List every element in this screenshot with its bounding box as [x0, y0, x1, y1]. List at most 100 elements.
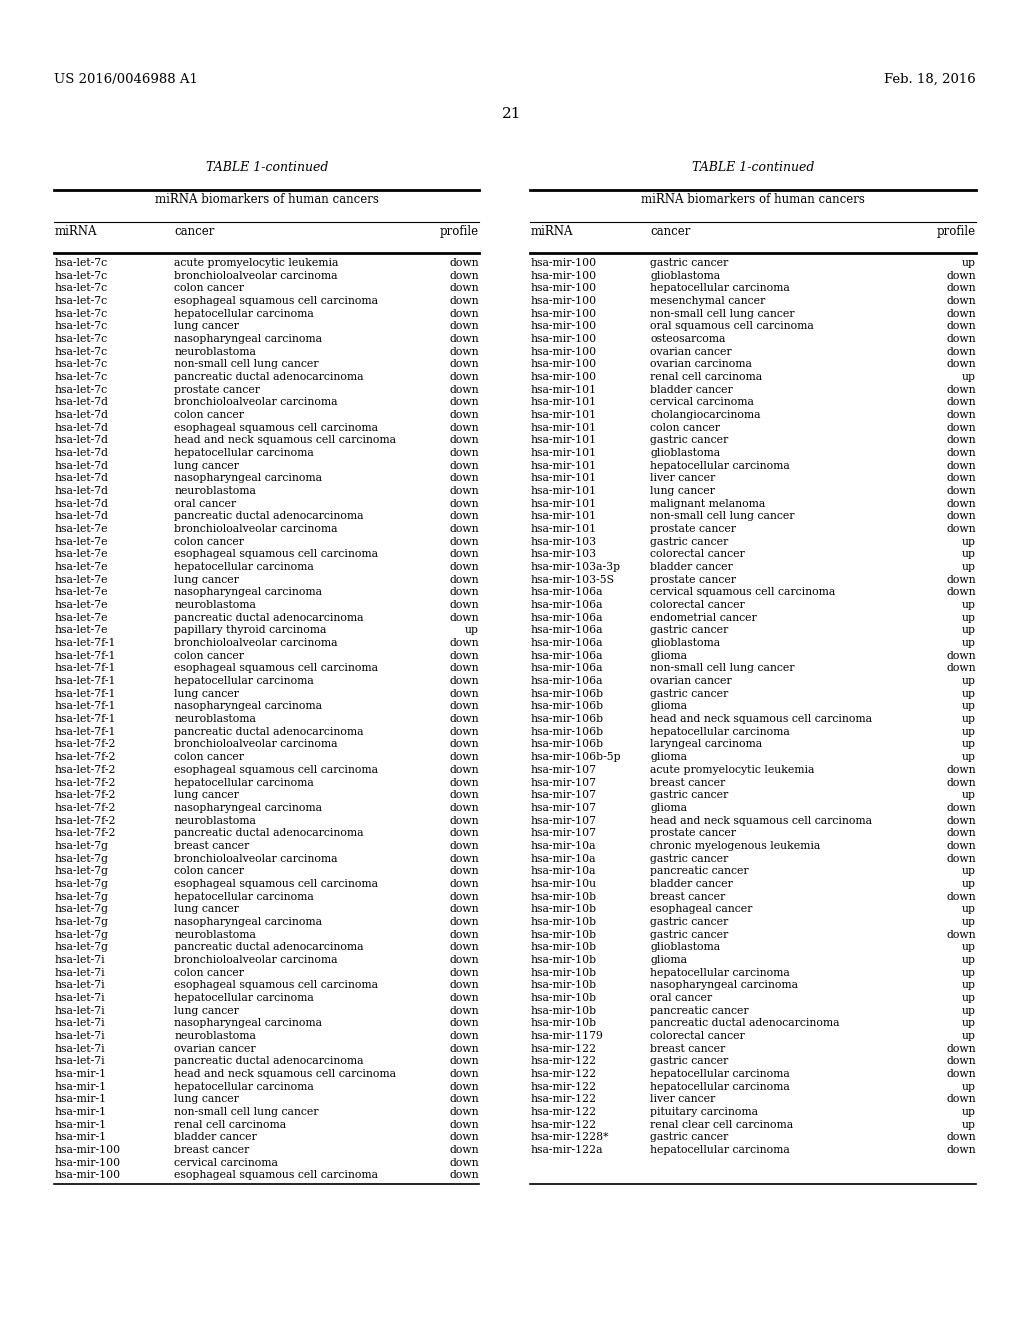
Text: hsa-mir-103a-3p: hsa-mir-103a-3p	[530, 562, 621, 572]
Text: hsa-mir-100: hsa-mir-100	[530, 271, 597, 281]
Text: hsa-let-7g: hsa-let-7g	[54, 942, 109, 952]
Text: pancreatic cancer: pancreatic cancer	[650, 866, 749, 876]
Text: colon cancer: colon cancer	[174, 537, 244, 546]
Text: glioblastoma: glioblastoma	[650, 638, 720, 648]
Text: hsa-let-7c: hsa-let-7c	[54, 347, 108, 356]
Text: chronic myelogenous leukemia: chronic myelogenous leukemia	[650, 841, 820, 851]
Text: up: up	[962, 372, 976, 381]
Text: up: up	[962, 689, 976, 698]
Text: down: down	[450, 549, 479, 560]
Text: down: down	[946, 664, 976, 673]
Text: lung cancer: lung cancer	[174, 791, 239, 800]
Text: down: down	[450, 942, 479, 952]
Text: head and neck squamous cell carcinoma: head and neck squamous cell carcinoma	[174, 1069, 396, 1078]
Text: prostate cancer: prostate cancer	[174, 384, 260, 395]
Text: neuroblastoma: neuroblastoma	[174, 714, 256, 725]
Text: hsa-let-7g: hsa-let-7g	[54, 891, 109, 902]
Text: hepatocellular carcinoma: hepatocellular carcinoma	[174, 447, 313, 458]
Text: up: up	[962, 612, 976, 623]
Text: hepatocellular carcinoma: hepatocellular carcinoma	[650, 284, 790, 293]
Text: gastric cancer: gastric cancer	[650, 257, 728, 268]
Text: hsa-let-7c: hsa-let-7c	[54, 309, 108, 318]
Text: 21: 21	[502, 107, 522, 121]
Text: hsa-mir-106b: hsa-mir-106b	[530, 689, 603, 698]
Text: down: down	[946, 284, 976, 293]
Text: hsa-mir-107: hsa-mir-107	[530, 828, 596, 838]
Text: esophageal squamous cell carcinoma: esophageal squamous cell carcinoma	[174, 422, 378, 433]
Text: down: down	[450, 879, 479, 888]
Text: cervical carcinoma: cervical carcinoma	[650, 397, 754, 408]
Text: down: down	[946, 461, 976, 471]
Text: up: up	[962, 917, 976, 927]
Text: down: down	[450, 397, 479, 408]
Text: down: down	[450, 486, 479, 496]
Text: up: up	[962, 601, 976, 610]
Text: hsa-let-7e: hsa-let-7e	[54, 601, 108, 610]
Text: hsa-let-7f-1: hsa-let-7f-1	[54, 714, 116, 725]
Text: hsa-let-7e: hsa-let-7e	[54, 537, 108, 546]
Text: esophageal squamous cell carcinoma: esophageal squamous cell carcinoma	[174, 296, 378, 306]
Text: hsa-let-7e: hsa-let-7e	[54, 549, 108, 560]
Text: hsa-mir-100: hsa-mir-100	[530, 296, 597, 306]
Text: down: down	[450, 981, 479, 990]
Text: mesenchymal cancer: mesenchymal cancer	[650, 296, 766, 306]
Text: hsa-mir-100: hsa-mir-100	[530, 347, 597, 356]
Text: esophageal squamous cell carcinoma: esophageal squamous cell carcinoma	[174, 664, 378, 673]
Text: esophageal squamous cell carcinoma: esophageal squamous cell carcinoma	[174, 764, 378, 775]
Text: hsa-mir-106b: hsa-mir-106b	[530, 739, 603, 750]
Text: down: down	[450, 1044, 479, 1053]
Text: lung cancer: lung cancer	[650, 486, 715, 496]
Text: colon cancer: colon cancer	[174, 284, 244, 293]
Text: up: up	[962, 1006, 976, 1015]
Text: hsa-let-7i: hsa-let-7i	[54, 1044, 104, 1053]
Text: down: down	[450, 601, 479, 610]
Text: hsa-mir-103: hsa-mir-103	[530, 537, 597, 546]
Text: hsa-let-7i: hsa-let-7i	[54, 981, 104, 990]
Text: down: down	[450, 1144, 479, 1155]
Text: hsa-let-7d: hsa-let-7d	[54, 474, 109, 483]
Text: hsa-mir-122: hsa-mir-122	[530, 1107, 597, 1117]
Text: glioma: glioma	[650, 752, 687, 762]
Text: osteosarcoma: osteosarcoma	[650, 334, 726, 345]
Text: liver cancer: liver cancer	[650, 474, 716, 483]
Text: down: down	[946, 384, 976, 395]
Text: hsa-mir-1228*: hsa-mir-1228*	[530, 1133, 609, 1142]
Text: down: down	[450, 1006, 479, 1015]
Text: prostate cancer: prostate cancer	[650, 524, 736, 535]
Text: down: down	[450, 411, 479, 420]
Text: up: up	[962, 981, 976, 990]
Text: down: down	[946, 347, 976, 356]
Text: lung cancer: lung cancer	[174, 689, 239, 698]
Text: TABLE 1-continued: TABLE 1-continued	[206, 161, 328, 174]
Text: gastric cancer: gastric cancer	[650, 689, 728, 698]
Text: down: down	[450, 562, 479, 572]
Text: nasopharyngeal carcinoma: nasopharyngeal carcinoma	[650, 981, 799, 990]
Text: hsa-let-7f-1: hsa-let-7f-1	[54, 651, 116, 661]
Text: down: down	[450, 929, 479, 940]
Text: down: down	[946, 1144, 976, 1155]
Text: miRNA: miRNA	[54, 224, 97, 238]
Text: hsa-mir-10b: hsa-mir-10b	[530, 891, 597, 902]
Text: hepatocellular carcinoma: hepatocellular carcinoma	[650, 1069, 790, 1078]
Text: down: down	[946, 359, 976, 370]
Text: lung cancer: lung cancer	[174, 574, 239, 585]
Text: hsa-let-7e: hsa-let-7e	[54, 612, 108, 623]
Text: hsa-mir-10a: hsa-mir-10a	[530, 866, 596, 876]
Text: hsa-let-7e: hsa-let-7e	[54, 562, 108, 572]
Text: down: down	[946, 499, 976, 508]
Text: bronchioloalveolar carcinoma: bronchioloalveolar carcinoma	[174, 524, 338, 535]
Text: up: up	[962, 1031, 976, 1041]
Text: hsa-mir-106a: hsa-mir-106a	[530, 587, 603, 598]
Text: hsa-let-7f-2: hsa-let-7f-2	[54, 739, 116, 750]
Text: hsa-mir-106b: hsa-mir-106b	[530, 714, 603, 725]
Text: cholangiocarcinoma: cholangiocarcinoma	[650, 411, 761, 420]
Text: down: down	[450, 1056, 479, 1067]
Text: down: down	[946, 777, 976, 788]
Text: hsa-mir-107: hsa-mir-107	[530, 777, 596, 788]
Text: down: down	[946, 1069, 976, 1078]
Text: ovarian cancer: ovarian cancer	[650, 347, 732, 356]
Text: pancreatic ductal adenocarcinoma: pancreatic ductal adenocarcinoma	[174, 727, 364, 737]
Text: colon cancer: colon cancer	[174, 968, 244, 978]
Text: hsa-mir-106a: hsa-mir-106a	[530, 601, 603, 610]
Text: up: up	[962, 968, 976, 978]
